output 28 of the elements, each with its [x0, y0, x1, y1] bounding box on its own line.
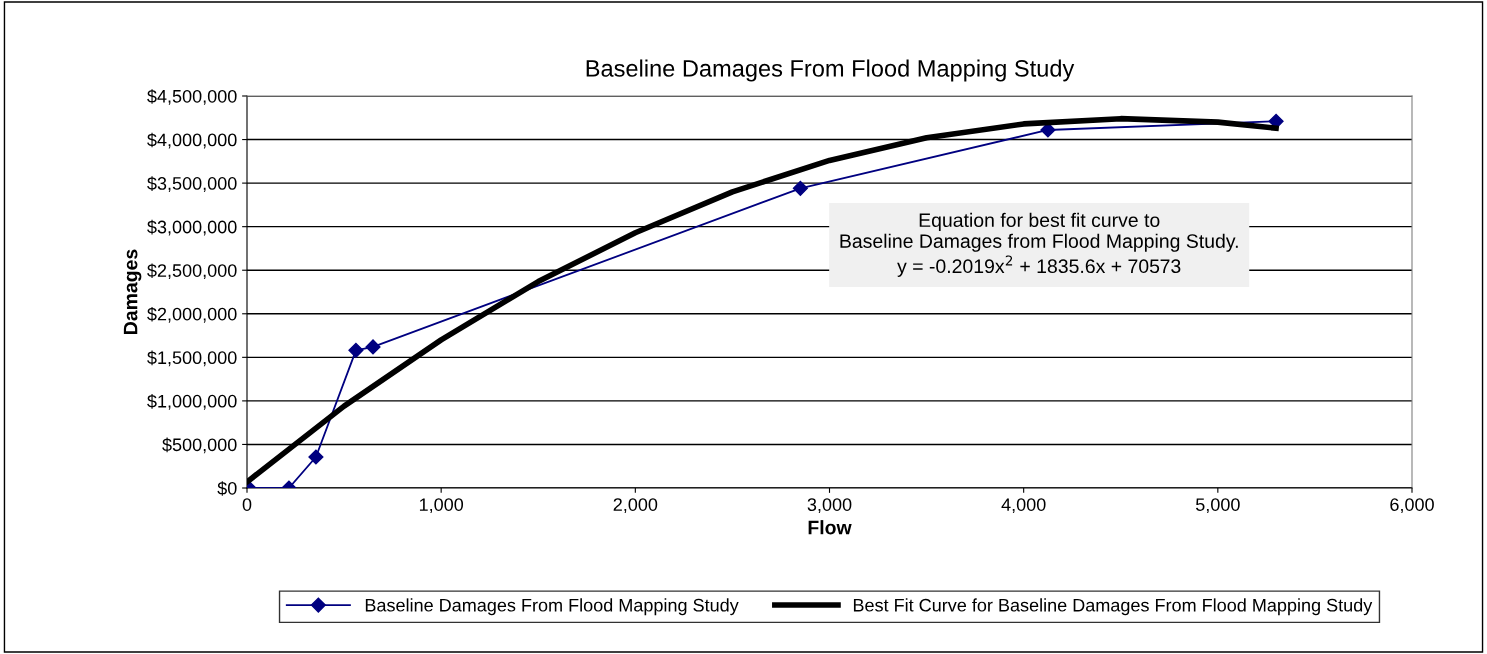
- x-tick-label: 2,000: [613, 498, 658, 514]
- y-tick-label: $2,000,000: [147, 306, 237, 323]
- y-tick-label: $3,000,000: [147, 219, 237, 236]
- x-tick-label: 6,000: [1390, 498, 1434, 514]
- y-tick-label: $1,500,000: [147, 350, 237, 367]
- y-tick-label: $1,000,000: [147, 394, 237, 410]
- x-tick-label: 3,000: [807, 498, 852, 514]
- y-tick-label: $500,000: [162, 437, 237, 454]
- annotation: Equation for best fit curve to Baseline Damages from Flood Mapping Study. y = -0.2019x$^{2}$ + 1835.6x + 70573: [840, 212, 1238, 277]
- point: [365, 339, 381, 355]
- point: [1268, 113, 1284, 129]
- point: [348, 342, 364, 358]
- point: [308, 449, 324, 465]
- y-tick-label: $0: [217, 481, 237, 496]
- y-axis-title: Damages: [123, 249, 142, 334]
- x-axis-title: Flow: [808, 520, 852, 535]
- x-tick-label: 4,000: [1001, 498, 1046, 514]
- y-tick-label: $2,500,000: [147, 263, 237, 280]
- x-tick-label: 0: [242, 498, 252, 511]
- x-tick-label: 5,000: [1195, 498, 1240, 514]
- point: [792, 180, 808, 196]
- y-tick-label: $4,000,000: [147, 132, 237, 149]
- y-tick-label: $4,500,000: [147, 89, 237, 105]
- chart-title: Baseline Damages From Flood Mapping Study: [586, 59, 1075, 82]
- legend-label: Baseline Damages From Flood Mapping Study: [365, 598, 739, 616]
- y-tick-label: $3,500,000: [147, 176, 237, 192]
- x-tick-label: 1,000: [419, 498, 464, 514]
- legend-label: Best Fit Curve for Baseline Damages From Flood Mapping Study: [853, 598, 1373, 616]
